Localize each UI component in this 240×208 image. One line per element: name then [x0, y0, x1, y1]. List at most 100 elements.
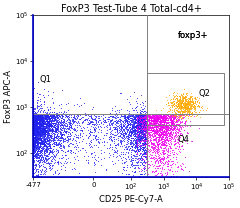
Point	[75, 125, 79, 129]
Point	[44, 114, 48, 118]
Point	[35, 133, 39, 136]
Point	[125, 147, 129, 150]
Point	[33, 122, 37, 125]
Point	[128, 126, 132, 129]
Point	[35, 138, 39, 142]
Point	[45, 127, 48, 130]
Point	[57, 130, 60, 133]
Point	[133, 116, 137, 120]
Point	[160, 138, 164, 141]
Point	[56, 130, 60, 133]
Point	[53, 117, 57, 120]
Point	[41, 110, 45, 113]
Point	[151, 122, 155, 126]
Point	[41, 134, 45, 137]
Point	[132, 121, 135, 124]
Point	[36, 143, 40, 146]
Point	[187, 106, 191, 109]
Point	[153, 115, 157, 119]
Point	[72, 128, 76, 131]
Point	[45, 162, 49, 165]
Point	[139, 109, 143, 113]
Point	[195, 114, 198, 117]
Point	[33, 115, 36, 118]
Point	[32, 132, 36, 135]
Point	[67, 120, 71, 123]
Point	[136, 129, 140, 132]
Point	[124, 126, 127, 130]
Point	[50, 117, 54, 121]
Point	[41, 112, 45, 115]
Point	[42, 165, 46, 169]
Point	[182, 108, 186, 111]
Point	[124, 134, 128, 138]
Point	[38, 131, 42, 135]
Point	[50, 150, 54, 153]
Point	[39, 120, 43, 123]
Point	[123, 130, 126, 134]
Point	[132, 124, 136, 127]
Point	[169, 146, 173, 150]
Point	[194, 98, 198, 101]
Point	[71, 118, 75, 121]
Point	[133, 128, 137, 132]
Point	[38, 125, 42, 128]
Point	[144, 128, 147, 131]
Point	[140, 139, 144, 142]
Point	[73, 128, 77, 131]
Point	[61, 114, 65, 118]
Point	[154, 135, 158, 139]
Point	[33, 130, 37, 134]
Point	[58, 161, 62, 164]
Point	[39, 170, 43, 173]
Point	[33, 152, 37, 156]
Point	[38, 116, 42, 119]
Point	[41, 142, 45, 146]
Point	[187, 100, 191, 103]
Point	[139, 124, 143, 128]
Point	[34, 143, 38, 146]
Point	[101, 136, 105, 139]
Point	[133, 144, 137, 147]
Point	[32, 171, 36, 175]
Point	[144, 140, 147, 143]
Point	[35, 126, 38, 129]
Point	[136, 125, 139, 128]
Point	[146, 141, 150, 145]
Point	[80, 115, 84, 119]
Point	[34, 123, 38, 127]
Point	[58, 115, 61, 118]
Point	[147, 121, 151, 125]
Point	[41, 120, 45, 123]
Point	[134, 105, 138, 108]
Point	[32, 115, 36, 119]
Point	[32, 144, 36, 148]
Point	[37, 115, 41, 118]
Point	[144, 126, 148, 129]
Point	[38, 109, 42, 113]
Point	[166, 115, 170, 118]
Point	[197, 96, 201, 99]
Point	[36, 125, 40, 128]
Point	[151, 119, 155, 122]
Point	[122, 143, 126, 146]
Point	[118, 118, 121, 121]
Point	[34, 117, 38, 121]
Point	[43, 116, 47, 120]
Point	[40, 126, 43, 129]
Point	[38, 133, 42, 136]
Point	[38, 118, 42, 121]
Point	[33, 141, 37, 145]
Point	[135, 139, 139, 143]
Point	[53, 121, 57, 125]
Point	[51, 117, 55, 120]
Point	[55, 121, 59, 124]
Point	[42, 152, 46, 155]
Point	[162, 146, 166, 150]
Point	[140, 114, 144, 117]
Point	[172, 125, 175, 128]
Point	[75, 116, 78, 119]
Point	[53, 123, 57, 126]
Point	[187, 109, 191, 113]
Point	[180, 93, 184, 96]
